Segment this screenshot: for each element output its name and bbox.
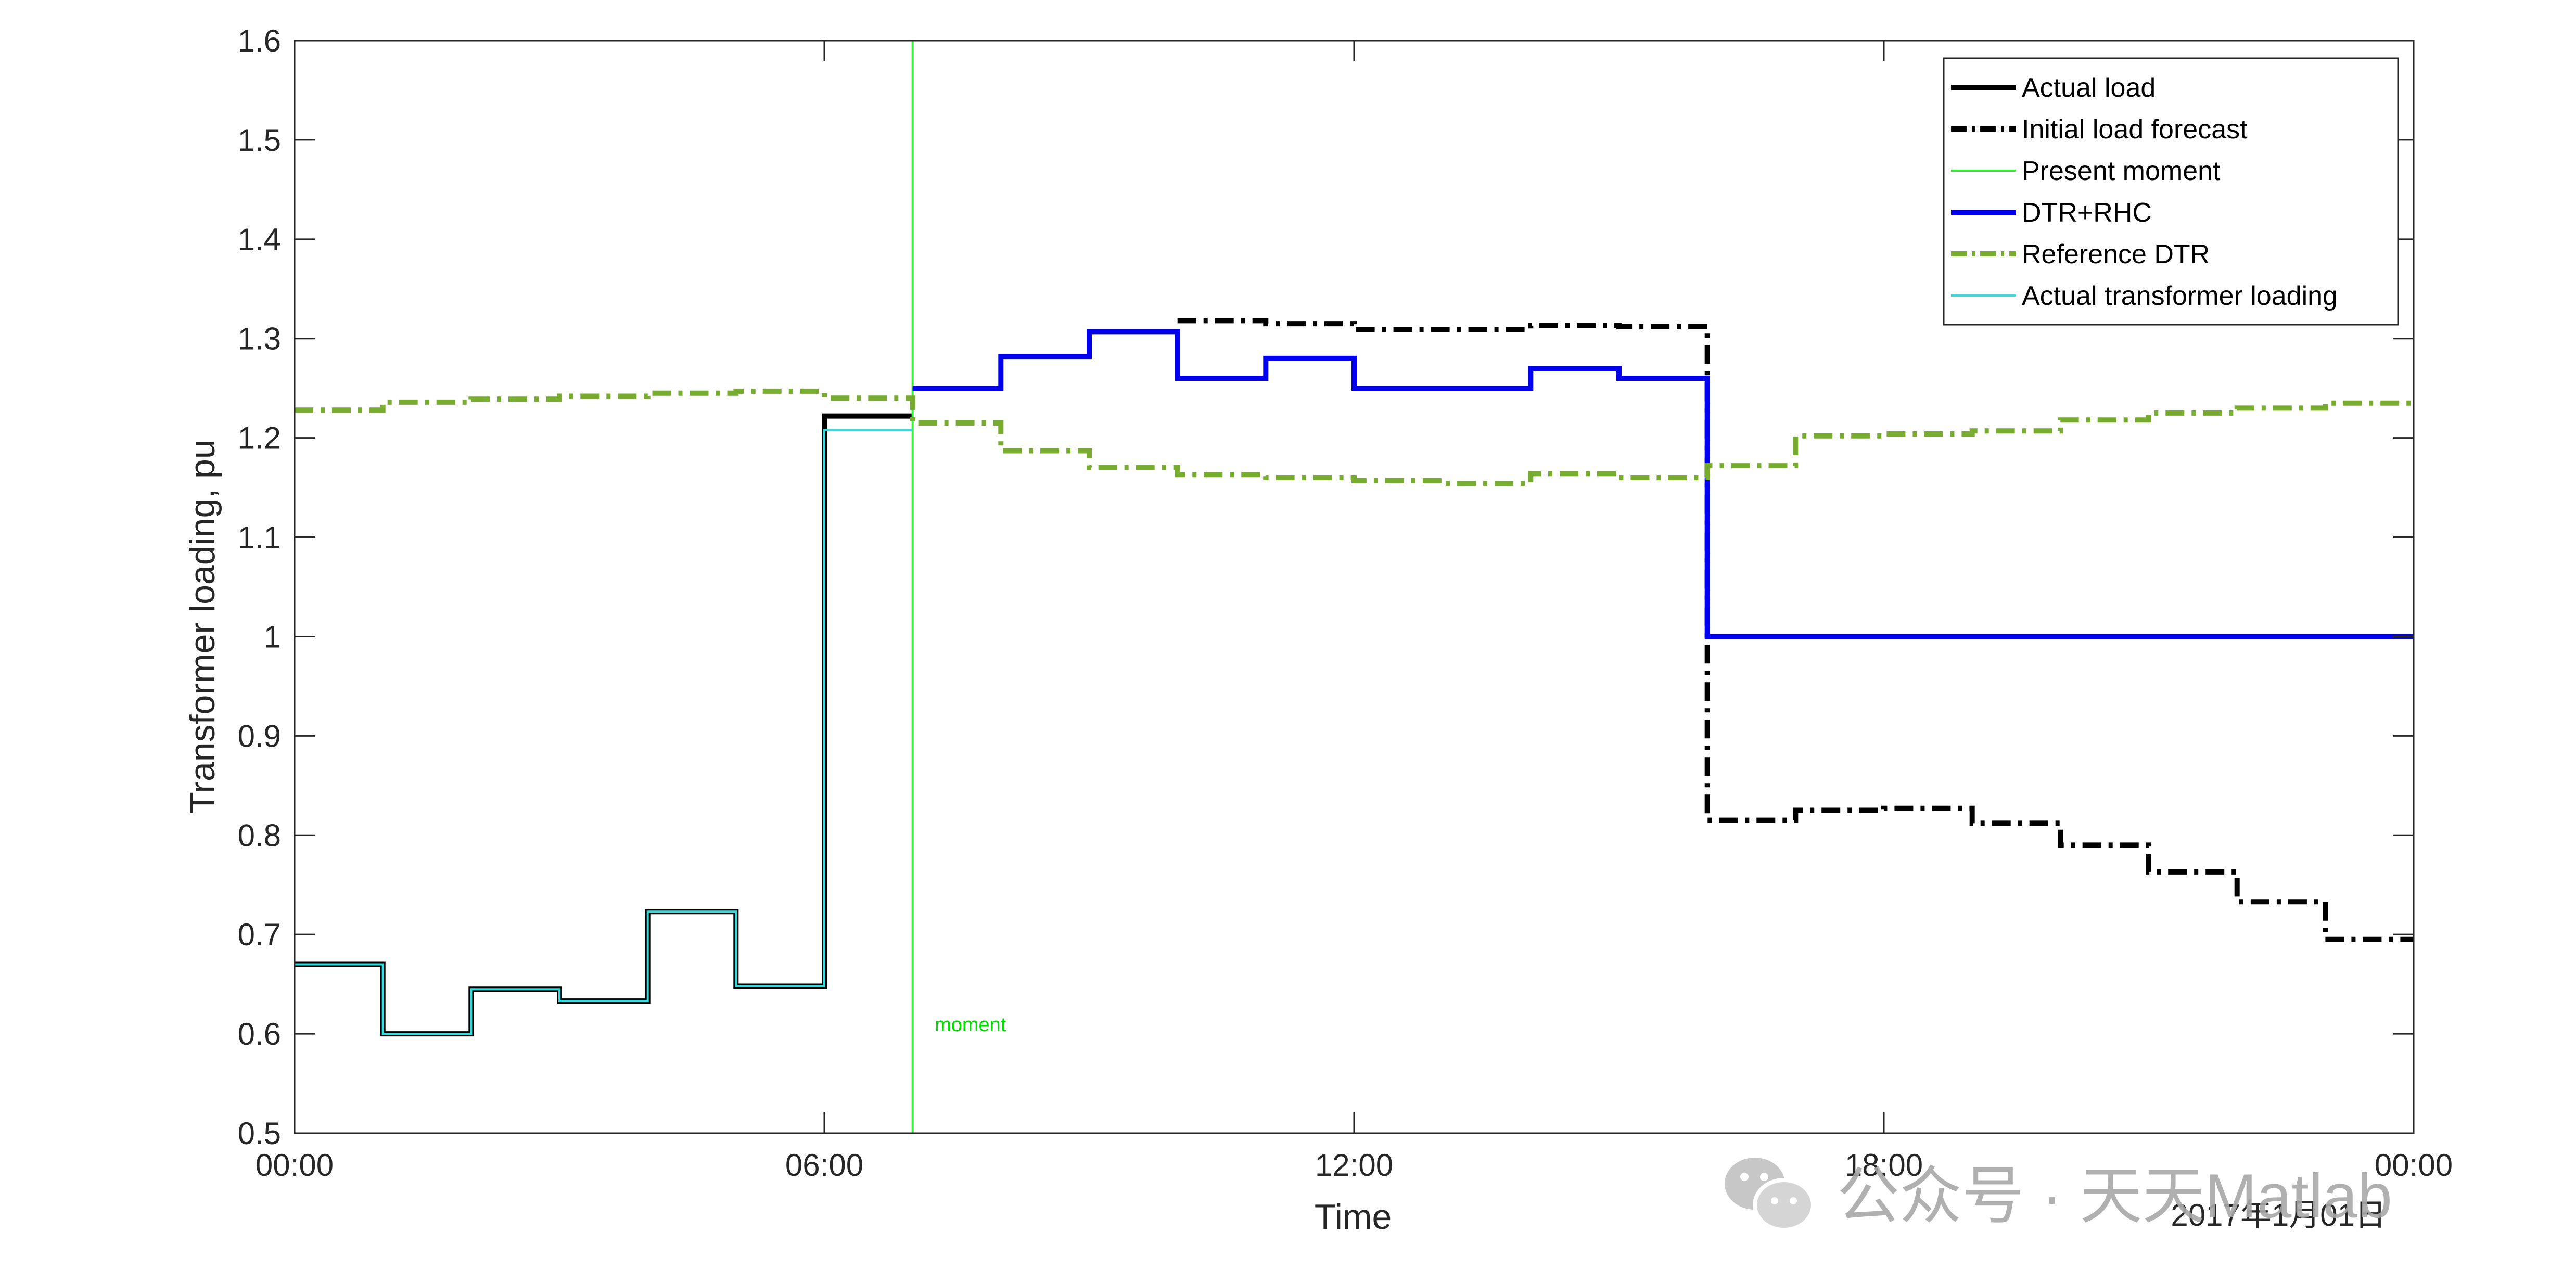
legend-label: Actual transformer loading	[2022, 281, 2338, 311]
y-tick-label: 0.5	[238, 1116, 281, 1151]
watermark: 公众号 · 天天Matlab	[1725, 1158, 2392, 1232]
y-tick-label: 0.7	[238, 917, 281, 952]
y-tick-label: 1.1	[238, 520, 281, 555]
legend-label: Present moment	[2022, 156, 2221, 186]
wechat-icon	[1725, 1158, 1815, 1232]
series-dtr-rhc	[912, 329, 2414, 639]
date-label: 2017年1月01日	[2171, 1198, 2386, 1233]
y-tick-label: 0.8	[238, 818, 281, 853]
legend-label: Actual load	[2022, 73, 2156, 103]
legend-box	[1943, 57, 2399, 326]
y-tick-label: 1.2	[238, 421, 281, 456]
moment-annotation: moment	[935, 1014, 1006, 1036]
x-tick-label: 18:00	[1845, 1148, 1923, 1183]
y-tick-label: 1.3	[238, 322, 281, 356]
watermark-text: 公众号 · 天天Matlab	[1837, 1161, 2392, 1231]
legend-label: DTR+RHC	[2022, 198, 2152, 228]
y-tick-label: 1.5	[238, 123, 281, 158]
x-tick-label: 00:00	[256, 1148, 334, 1183]
x-tick-label: 06:00	[785, 1148, 863, 1183]
y-tick-label: 1.4	[238, 222, 281, 257]
legend-label: Reference DTR	[2022, 239, 2210, 270]
y-tick-label: 1.6	[238, 23, 281, 58]
y-tick-label: 0.9	[238, 719, 281, 753]
x-tick-label: 12:00	[1315, 1148, 1393, 1183]
series-initial-load-forecast	[1177, 318, 2414, 942]
legend: Actual load Initial load forecast Present …	[1943, 57, 2399, 326]
x-axis-label: Time	[1315, 1197, 1392, 1237]
x-tick-label: 00:00	[2375, 1148, 2453, 1183]
legend-label: Initial load forecast	[2022, 114, 2248, 145]
axes: 0.5 0.6 0.7 0.8 0.9 1 1.1 1.2 1.3 1.4 1.5 1.6 00:00 0…	[238, 23, 2453, 1183]
y-tick-label: 0.6	[238, 1017, 281, 1051]
series-actual-transformer-loading	[295, 429, 913, 1035]
plot-area	[295, 41, 2414, 1133]
series-reference-dtr	[295, 388, 2414, 486]
y-tick-label: 1	[264, 619, 281, 654]
y-axis-label: Transformer loading, pu	[183, 439, 222, 813]
